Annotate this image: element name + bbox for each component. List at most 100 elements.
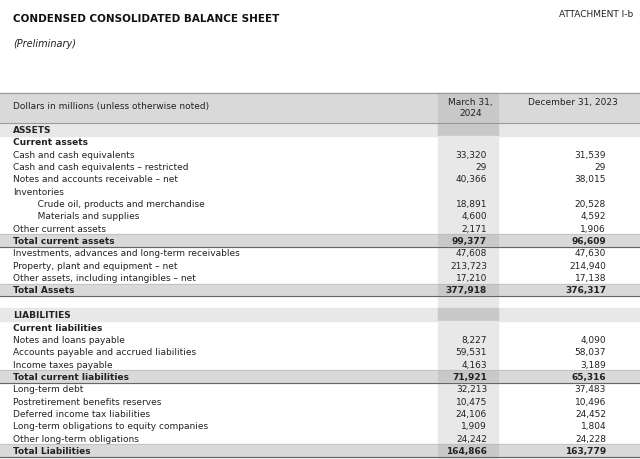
Text: Crude oil, products and merchandise: Crude oil, products and merchandise [29,200,205,208]
Text: 24,452: 24,452 [575,409,606,418]
Bar [438,408,498,420]
Text: Cash and cash equivalents – restricted: Cash and cash equivalents – restricted [13,162,188,172]
Text: Long-term debt: Long-term debt [13,385,83,393]
Text: LIABILITIES: LIABILITIES [13,310,70,319]
Text: 24,242: 24,242 [456,434,487,443]
Bar [0,235,640,247]
Text: 65,316: 65,316 [572,372,606,381]
Text: 1,804: 1,804 [580,421,606,431]
Text: 99,377: 99,377 [452,236,487,246]
Text: 32,213: 32,213 [456,385,487,393]
Bar [438,198,498,210]
Text: Notes and loans payable: Notes and loans payable [13,335,125,344]
Text: Inventories: Inventories [13,187,63,196]
Text: Other current assets: Other current assets [13,224,106,233]
Text: December 31, 2023: December 31, 2023 [528,97,618,106]
Text: 24,228: 24,228 [575,434,606,443]
Bar [438,149,498,161]
Text: Cash and cash equivalents: Cash and cash equivalents [13,150,134,159]
Bar [438,395,498,408]
Text: Notes and accounts receivable – net: Notes and accounts receivable – net [13,175,178,184]
Text: 58,037: 58,037 [575,347,606,357]
Bar [438,333,498,346]
Bar [438,210,498,223]
Bar [438,136,498,149]
Bar [438,284,498,297]
Text: 33,320: 33,320 [456,150,487,159]
Text: 71,921: 71,921 [452,372,487,381]
Text: 8,227: 8,227 [461,335,487,344]
Text: 213,723: 213,723 [450,261,487,270]
Bar [438,420,498,432]
Text: 10,475: 10,475 [456,397,487,406]
Text: (Preliminary): (Preliminary) [13,39,76,49]
Text: 2,171: 2,171 [461,224,487,233]
Text: 377,918: 377,918 [446,286,487,295]
Bar [438,247,498,259]
Text: 29: 29 [476,162,487,172]
Bar [438,173,498,185]
Bar [438,259,498,272]
Bar [0,370,640,383]
Bar [438,272,498,284]
Text: ATTACHMENT I-b: ATTACHMENT I-b [559,10,634,19]
Bar [438,346,498,358]
Text: Deferred income tax liabilities: Deferred income tax liabilities [13,409,150,418]
Text: CONDENSED CONSOLIDATED BALANCE SHEET: CONDENSED CONSOLIDATED BALANCE SHEET [13,14,279,24]
Text: Total current assets: Total current assets [13,236,115,246]
Bar [438,321,498,333]
Bar [438,370,498,383]
Text: Investments, advances and long-term receivables: Investments, advances and long-term rece… [13,249,239,258]
Bar [0,444,640,457]
Text: 29: 29 [595,162,606,172]
Bar [438,358,498,370]
Text: Current assets: Current assets [13,138,88,147]
Text: 20,528: 20,528 [575,200,606,208]
Text: 4,600: 4,600 [461,212,487,221]
Bar [0,94,640,124]
Text: Total Assets: Total Assets [13,286,74,295]
Text: 4,592: 4,592 [580,212,606,221]
Text: Postretirement benefits reserves: Postretirement benefits reserves [13,397,161,406]
Text: 163,779: 163,779 [565,446,606,455]
Bar [438,309,498,321]
Text: 17,210: 17,210 [456,274,487,282]
Bar [438,124,498,136]
Text: 10,496: 10,496 [575,397,606,406]
Text: Materials and supplies: Materials and supplies [29,212,139,221]
Text: 17,138: 17,138 [575,274,606,282]
Bar [438,235,498,247]
Text: 24,106: 24,106 [456,409,487,418]
Text: 164,866: 164,866 [446,446,487,455]
Bar [438,161,498,173]
Bar [438,432,498,444]
Text: 3,189: 3,189 [580,360,606,369]
Text: 37,483: 37,483 [575,385,606,393]
Bar [438,383,498,395]
Text: 376,317: 376,317 [565,286,606,295]
Text: March 31,
2024: March 31, 2024 [448,97,493,118]
Bar [438,223,498,235]
Text: Total current liabilities: Total current liabilities [13,372,129,381]
Text: Income taxes payable: Income taxes payable [13,360,113,369]
Bar [438,94,498,124]
Bar [438,444,498,457]
Text: 1,909: 1,909 [461,421,487,431]
Text: 1,906: 1,906 [580,224,606,233]
Text: Other assets, including intangibles – net: Other assets, including intangibles – ne… [13,274,196,282]
Text: 47,630: 47,630 [575,249,606,258]
Text: 4,090: 4,090 [580,335,606,344]
Text: 40,366: 40,366 [456,175,487,184]
Text: Property, plant and equipment – net: Property, plant and equipment – net [13,261,177,270]
Text: 18,891: 18,891 [456,200,487,208]
Text: Accounts payable and accrued liabilities: Accounts payable and accrued liabilities [13,347,196,357]
Text: Dollars in millions (unless otherwise noted): Dollars in millions (unless otherwise no… [13,101,209,111]
Bar [0,309,640,321]
Text: 214,940: 214,940 [569,261,606,270]
Text: 59,531: 59,531 [456,347,487,357]
Text: Total Liabilities: Total Liabilities [13,446,90,455]
Text: 38,015: 38,015 [575,175,606,184]
Text: Other long-term obligations: Other long-term obligations [13,434,139,443]
Bar [438,297,498,309]
Text: 4,163: 4,163 [461,360,487,369]
